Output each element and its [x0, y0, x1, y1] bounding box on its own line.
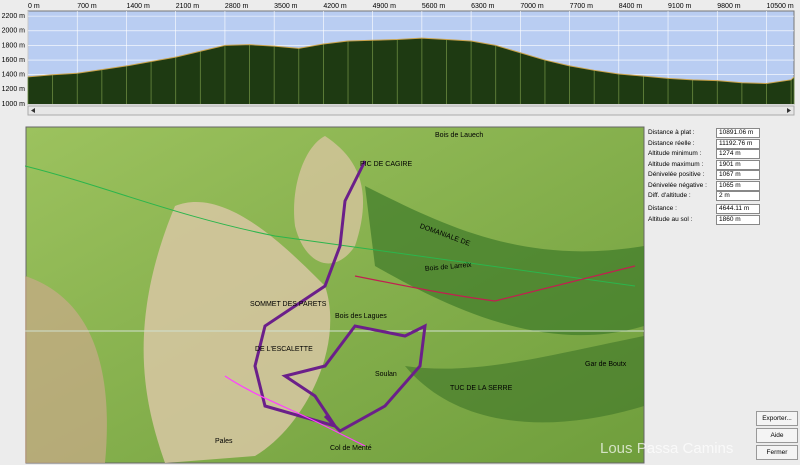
- stat-row: Dénivelée négative : 1065 m: [646, 180, 796, 191]
- stat-label: Dénivelée négative :: [648, 181, 707, 189]
- x-tick-label: 3500 m: [274, 3, 298, 10]
- map-label: SOMMET DES PARETS: [250, 301, 327, 308]
- x-tick-label: 1400 m: [126, 3, 150, 10]
- map-label: Gar de Boutx: [585, 361, 627, 368]
- y-tick-label: 2000 m: [2, 28, 26, 35]
- button[interactable]: Exporter...: [756, 411, 798, 426]
- map-label: Col de Menté: [330, 445, 372, 452]
- x-tick-label: 9100 m: [668, 3, 692, 10]
- y-tick-label: 2200 m: [2, 13, 26, 20]
- y-tick-label: 1400 m: [2, 72, 26, 79]
- scroll-left-arrow: [31, 108, 35, 113]
- x-tick-label: 4200 m: [323, 3, 347, 10]
- stat-label: Distance :: [648, 205, 677, 212]
- button[interactable]: Aide: [756, 428, 798, 443]
- area-fill: [28, 38, 794, 104]
- x-tick-label: 2800 m: [225, 3, 249, 10]
- stat-row: Distance réelle : 11192.76 m: [646, 138, 796, 149]
- button[interactable]: Fermer: [756, 445, 798, 460]
- scrollbar: [27, 105, 795, 116]
- stat-value: 1065 m: [716, 180, 760, 191]
- x-tick-label: 2100 m: [176, 3, 200, 10]
- y-tick-label: 1200 m: [2, 86, 26, 93]
- road: [224, 375, 366, 447]
- stat-value: 10891.06 m: [716, 128, 760, 138]
- x-tick-label: 4900 m: [373, 3, 397, 10]
- stat-value: 11192.76 m: [716, 138, 760, 149]
- watermark: Lous Passa Camins: [600, 440, 734, 457]
- x-tick-label: 8400 m: [619, 3, 643, 10]
- y-tick-label: 1600 m: [2, 57, 26, 64]
- stat-value: 1860 m: [716, 214, 760, 225]
- stat-label: Distance réelle :: [648, 139, 695, 147]
- map-label: DE L'ESCALETTE: [255, 346, 313, 353]
- boundary-line: [25, 165, 636, 287]
- terrain-rock: [294, 136, 364, 264]
- elevation-line: [27, 37, 795, 84]
- map-label: Pales: [215, 438, 233, 445]
- stat-value: 1274 m: [716, 149, 760, 159]
- stat-row: Distance à plat : 10891.06 m: [646, 128, 796, 138]
- forest: [405, 336, 644, 423]
- map-label: Bois de Larreix: [425, 262, 473, 273]
- y-tick-label: 1800 m: [2, 42, 26, 49]
- x-tick-label: 9800 m: [717, 3, 741, 10]
- x-tick-label: 7700 m: [570, 3, 594, 10]
- stat-row: Diff. d'altitude : 2 m: [646, 191, 796, 201]
- stat-label: Dénivelée positive :: [648, 171, 705, 178]
- map-label: Bois de Lauech: [435, 132, 483, 139]
- x-tick-label: 0 m: [28, 3, 40, 10]
- x-tick-label: 5600 m: [422, 3, 446, 10]
- stat-value: 4644.11 m: [716, 204, 760, 214]
- stat-value: 1067 m: [716, 170, 760, 180]
- stat-value: 2 m: [716, 191, 760, 201]
- map-label: Soulan: [375, 371, 397, 378]
- stat-label: Altitude minimum :: [648, 150, 702, 157]
- road: [354, 265, 636, 302]
- scroll-right-arrow: [787, 108, 791, 113]
- stat-label: Distance à plat :: [648, 129, 695, 136]
- stat-label: Altitude maximum :: [648, 160, 704, 168]
- terrain-rock: [25, 276, 107, 463]
- elevation-profile: 1000 m 1200 m 1400 m 1600 m 1800 m 2000 m 2200…: [2, 3, 795, 116]
- y-tick-label: 1000 m: [2, 101, 26, 108]
- stat-row: Altitude au sol : 1860 m: [646, 214, 796, 225]
- x-tick-label: 7000 m: [520, 3, 544, 10]
- stat-row: Distance : 4644.11 m: [646, 204, 796, 214]
- gps-track: [253, 160, 427, 433]
- stat-label: Altitude au sol :: [648, 215, 693, 223]
- map-label: PIC DE CAGIRE: [360, 161, 412, 168]
- stat-row: Altitude maximum : 1901 m: [646, 159, 796, 170]
- x-tick-label: 700 m: [77, 3, 97, 10]
- terrain-rock: [143, 202, 331, 463]
- map-label: Bois des Lagues: [335, 313, 387, 320]
- x-tick-label: 6300 m: [471, 3, 495, 10]
- stat-value: 1901 m: [716, 159, 760, 170]
- stat-row: Dénivelée positive : 1067 m: [646, 170, 796, 180]
- forest: [365, 186, 644, 336]
- stat-row: Altitude minimum : 1274 m: [646, 149, 796, 159]
- map-label: TUC DE LA SERRE: [450, 385, 513, 392]
- stat-label: Diff. d'altitude :: [648, 192, 691, 199]
- x-tick-label: 10500 m: [766, 3, 793, 10]
